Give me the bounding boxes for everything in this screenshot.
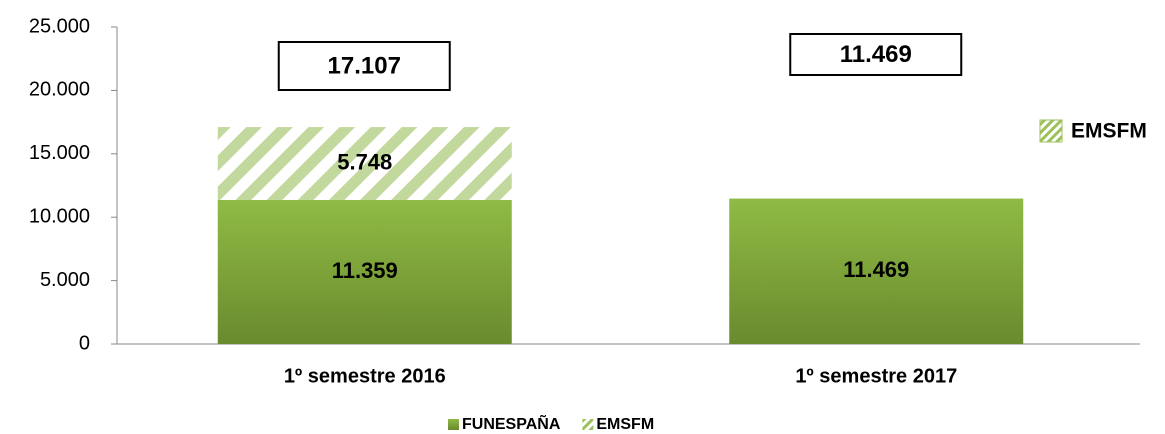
x-tick-label: 1º semestre 2017	[795, 365, 957, 387]
legend-swatch	[582, 419, 594, 430]
y-tick-label: 15.000	[29, 142, 90, 164]
legend-swatch	[448, 419, 459, 430]
annotation: EMSFM	[1071, 120, 1147, 143]
y-tick-label: 0	[79, 332, 90, 354]
total-box	[277, 41, 451, 91]
y-tick-label: 5.000	[40, 269, 90, 291]
data-label: 11.359	[332, 258, 398, 283]
y-tick-label: 20.000	[29, 79, 90, 101]
bar-segment	[217, 127, 512, 200]
total-label: 11.469	[840, 41, 912, 68]
data-label: 11.469	[843, 257, 909, 282]
data-label: 5.748	[337, 149, 392, 174]
annotation-swatch	[1039, 119, 1063, 143]
total-box	[789, 33, 963, 76]
bar-segment	[217, 199, 512, 344]
y-tick-label: 25.000	[29, 15, 90, 37]
y-tick-label: 10.000	[29, 205, 90, 227]
legend-label: EMSFM	[596, 416, 654, 433]
x-tick-label: 1º semestre 2016	[284, 365, 446, 387]
legend-label: FUNESPAÑA	[462, 413, 561, 433]
total-label: 17.107	[328, 52, 401, 79]
bar-segment	[729, 198, 1024, 344]
